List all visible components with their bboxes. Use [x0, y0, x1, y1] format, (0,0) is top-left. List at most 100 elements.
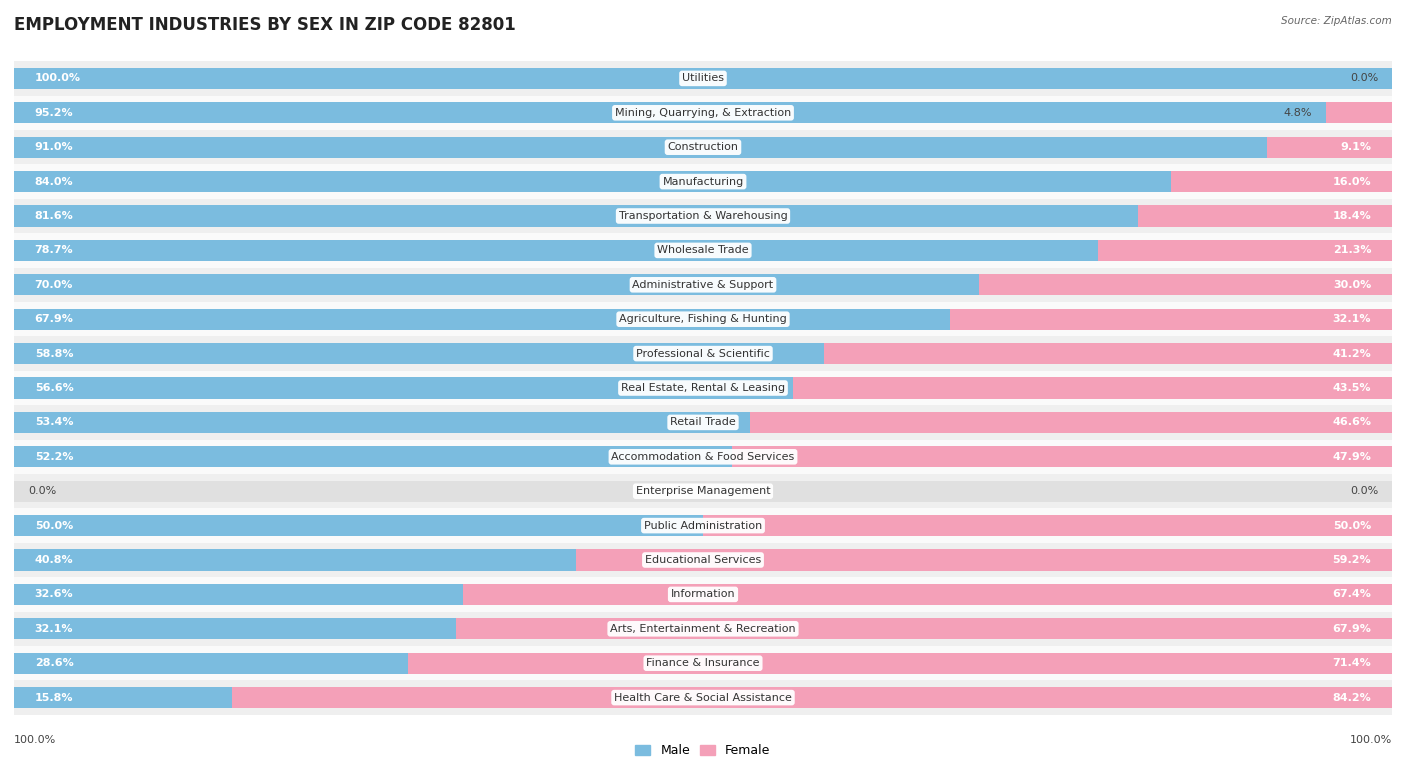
Text: 30.0%: 30.0% — [1333, 280, 1371, 289]
Text: 16.0%: 16.0% — [1333, 177, 1371, 186]
Text: 100.0%: 100.0% — [35, 74, 80, 83]
Bar — [457, 618, 1392, 639]
Bar — [14, 95, 1392, 130]
Bar — [793, 377, 1392, 399]
Text: 100.0%: 100.0% — [1350, 736, 1392, 746]
Bar — [733, 446, 1392, 467]
Text: 58.8%: 58.8% — [35, 348, 73, 359]
Bar — [14, 646, 1392, 681]
Bar — [14, 611, 1392, 646]
Bar — [949, 309, 1392, 330]
Text: Agriculture, Fishing & Hunting: Agriculture, Fishing & Hunting — [619, 314, 787, 324]
Bar — [1139, 206, 1392, 227]
Text: 32.1%: 32.1% — [35, 624, 73, 634]
Text: 91.0%: 91.0% — [35, 142, 73, 152]
Text: 9.1%: 9.1% — [1340, 142, 1371, 152]
Text: 0.0%: 0.0% — [1350, 487, 1378, 496]
Bar — [14, 309, 949, 330]
Text: 84.0%: 84.0% — [35, 177, 73, 186]
Bar — [14, 102, 1326, 123]
Bar — [14, 618, 1392, 639]
Text: 21.3%: 21.3% — [1333, 245, 1371, 255]
Bar — [14, 302, 1392, 337]
Bar — [14, 508, 1392, 542]
Bar — [14, 653, 408, 674]
Text: Professional & Scientific: Professional & Scientific — [636, 348, 770, 359]
Bar — [14, 377, 1392, 399]
Bar — [14, 687, 232, 708]
Text: 32.1%: 32.1% — [1333, 314, 1371, 324]
Bar — [14, 474, 1392, 508]
Text: 50.0%: 50.0% — [35, 521, 73, 531]
Bar — [463, 584, 1392, 605]
Bar — [14, 549, 1392, 570]
Bar — [14, 206, 1392, 227]
Bar — [14, 412, 749, 433]
Bar — [14, 171, 1392, 192]
Text: EMPLOYMENT INDUSTRIES BY SEX IN ZIP CODE 82801: EMPLOYMENT INDUSTRIES BY SEX IN ZIP CODE… — [14, 16, 516, 33]
Text: Information: Information — [671, 590, 735, 599]
Bar — [1171, 171, 1392, 192]
Bar — [14, 584, 1392, 605]
Text: 67.4%: 67.4% — [1333, 590, 1371, 599]
Bar — [979, 274, 1392, 296]
Bar — [14, 412, 1392, 433]
Bar — [14, 446, 1392, 467]
Bar — [14, 577, 1392, 611]
Text: 15.8%: 15.8% — [35, 693, 73, 702]
Text: 4.8%: 4.8% — [1284, 108, 1312, 118]
Text: 46.6%: 46.6% — [1333, 417, 1371, 428]
Text: 0.0%: 0.0% — [1350, 74, 1378, 83]
Text: 41.2%: 41.2% — [1333, 348, 1371, 359]
Text: 0.0%: 0.0% — [28, 487, 56, 496]
Bar — [408, 653, 1392, 674]
Bar — [14, 405, 1392, 439]
Text: Enterprise Management: Enterprise Management — [636, 487, 770, 496]
Text: 40.8%: 40.8% — [35, 555, 73, 565]
Text: Accommodation & Food Services: Accommodation & Food Services — [612, 452, 794, 462]
Bar — [14, 480, 1392, 502]
Bar — [1098, 240, 1392, 261]
Text: Health Care & Social Assistance: Health Care & Social Assistance — [614, 693, 792, 702]
Bar — [14, 165, 1392, 199]
Text: 81.6%: 81.6% — [35, 211, 73, 221]
Text: 47.9%: 47.9% — [1333, 452, 1371, 462]
Text: Educational Services: Educational Services — [645, 555, 761, 565]
Text: 67.9%: 67.9% — [1333, 624, 1371, 634]
Bar — [14, 61, 1392, 95]
Bar — [14, 171, 1171, 192]
Bar — [14, 68, 1392, 89]
Legend: Male, Female: Male, Female — [630, 740, 776, 762]
Bar — [14, 584, 463, 605]
Bar — [14, 240, 1098, 261]
Text: 53.4%: 53.4% — [35, 417, 73, 428]
Bar — [14, 343, 824, 364]
Bar — [14, 653, 1392, 674]
Bar — [14, 542, 1392, 577]
Bar — [14, 130, 1392, 165]
Text: 78.7%: 78.7% — [35, 245, 73, 255]
Text: Public Administration: Public Administration — [644, 521, 762, 531]
Bar — [14, 274, 979, 296]
Bar — [14, 309, 1392, 330]
Text: Manufacturing: Manufacturing — [662, 177, 744, 186]
Bar — [14, 102, 1392, 123]
Text: Utilities: Utilities — [682, 74, 724, 83]
Bar — [14, 439, 1392, 474]
Bar — [14, 137, 1392, 158]
Text: Administrative & Support: Administrative & Support — [633, 280, 773, 289]
Bar — [232, 687, 1392, 708]
Bar — [576, 549, 1392, 570]
Text: 59.2%: 59.2% — [1333, 555, 1371, 565]
Bar — [14, 274, 1392, 296]
Bar — [14, 68, 1392, 89]
Bar — [14, 268, 1392, 302]
Text: 18.4%: 18.4% — [1333, 211, 1371, 221]
Text: 70.0%: 70.0% — [35, 280, 73, 289]
Text: 56.6%: 56.6% — [35, 383, 73, 393]
Text: Mining, Quarrying, & Extraction: Mining, Quarrying, & Extraction — [614, 108, 792, 118]
Text: 50.0%: 50.0% — [1333, 521, 1371, 531]
Bar — [14, 240, 1392, 261]
Bar — [14, 337, 1392, 371]
Bar — [14, 618, 457, 639]
